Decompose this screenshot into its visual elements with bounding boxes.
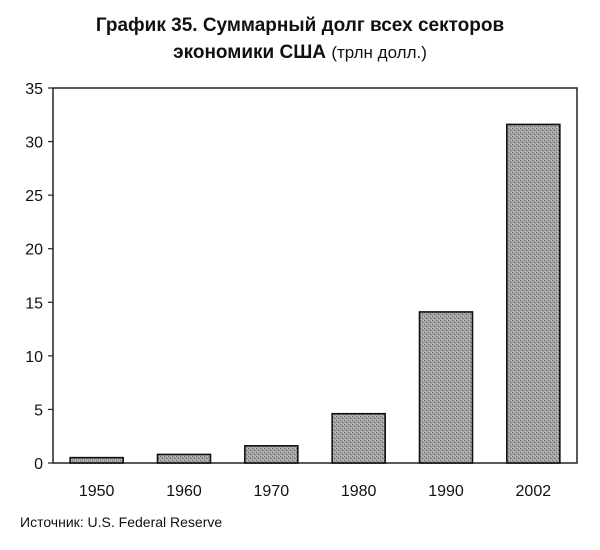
y-tick-label: 30 bbox=[25, 135, 43, 152]
chart-title-line1: График 35. Суммарный долг всех секторов bbox=[95, 15, 505, 36]
y-tick-label: 0 bbox=[34, 456, 43, 473]
bar-1980 bbox=[331, 412, 386, 464]
y-axis: 0 5 10 15 20 25 30 35 bbox=[25, 81, 53, 473]
plot-area-frame bbox=[52, 87, 578, 464]
bar-1970 bbox=[244, 445, 299, 464]
x-axis: 1950 1960 1970 1980 1990 2002 bbox=[79, 483, 551, 500]
source-note: Источник: U.S. Federal Reserve bbox=[20, 514, 223, 530]
y-tick-label: 5 bbox=[34, 402, 43, 419]
bar-1990 bbox=[418, 311, 474, 464]
x-tick-label: 1960 bbox=[166, 483, 202, 500]
chart-title-line2: экономики США (трлн долл.) bbox=[0, 39, 600, 66]
x-tick-label: 2002 bbox=[516, 483, 552, 500]
x-tick-label: 1990 bbox=[428, 483, 464, 500]
y-tick-label: 25 bbox=[25, 188, 43, 205]
chart-title-main-2: экономики США bbox=[173, 42, 327, 63]
bar-1950 bbox=[69, 456, 124, 464]
bar-1960 bbox=[156, 453, 212, 464]
bars bbox=[69, 123, 561, 464]
y-tick-label: 10 bbox=[25, 349, 43, 366]
x-tick-label: 1970 bbox=[254, 483, 290, 500]
x-tick-label: 1980 bbox=[341, 483, 377, 500]
x-tick-label: 1950 bbox=[79, 483, 115, 500]
y-tick-label: 35 bbox=[25, 81, 43, 98]
y-tick-label: 15 bbox=[25, 295, 43, 312]
y-tick-label: 20 bbox=[25, 242, 43, 259]
chart-title-unit: (трлн долл.) bbox=[331, 43, 427, 62]
bar-2002 bbox=[506, 123, 561, 464]
chart-title: График 35. Суммарный долг всех секторов … bbox=[0, 12, 600, 66]
